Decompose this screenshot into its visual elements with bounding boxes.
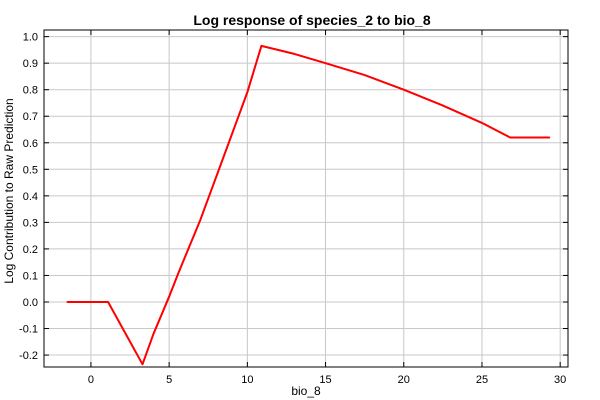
y-tick-label: 0.9 — [23, 58, 38, 70]
y-axis-ticks: -0.2 -0.1 0.0 0.1 0.2 0.3 0.4 0.5 0.6 0.7 0.8 0.9 1.… — [19, 32, 568, 362]
y-tick-label: 1.0 — [23, 32, 38, 44]
y-tick-label: -0.2 — [19, 350, 38, 362]
x-tick-label: 25 — [476, 374, 488, 386]
y-tick-label: 0.4 — [23, 191, 38, 203]
x-tick-label: 15 — [319, 374, 331, 386]
y-tick-label: 0.3 — [23, 217, 38, 229]
x-axis-ticks: 0 5 10 15 20 25 30 — [88, 30, 566, 386]
y-tick-label: -0.1 — [19, 324, 38, 336]
x-tick-label: 5 — [166, 374, 172, 386]
response-line — [66, 44, 551, 366]
x-tick-label: 30 — [554, 374, 566, 386]
series-layer — [66, 44, 551, 366]
x-tick-label: 20 — [398, 374, 410, 386]
x-axis-label: bio_8 — [291, 384, 321, 398]
x-tick-label: 10 — [241, 374, 253, 386]
x-tick-label: 0 — [88, 374, 94, 386]
plot-frame — [43, 29, 569, 368]
y-axis-label: Log Contribution to Raw Prediction — [2, 98, 16, 283]
y-tick-label: 0.5 — [23, 164, 38, 176]
y-tick-label: 0.6 — [23, 138, 38, 150]
grid — [44, 30, 568, 367]
y-tick-label: 0.1 — [23, 270, 38, 282]
y-tick-label: 0.2 — [23, 244, 38, 256]
y-tick-label: 0.0 — [23, 297, 38, 309]
y-tick-label: 0.7 — [23, 111, 38, 123]
chart-title: Log response of species_2 to bio_8 — [193, 12, 431, 28]
y-tick-label: 0.8 — [23, 85, 38, 97]
